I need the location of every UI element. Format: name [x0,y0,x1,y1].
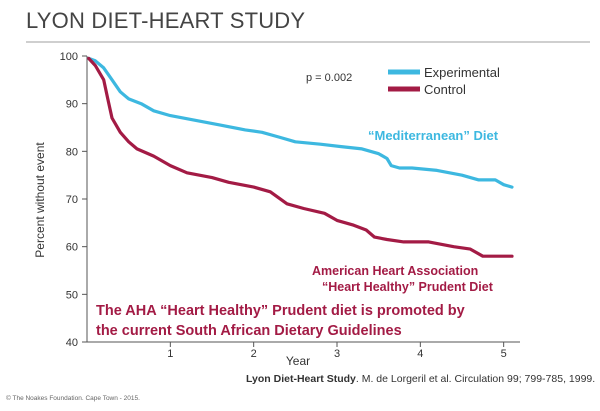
y-tick-label: 80 [66,146,78,158]
aha-annotation-line1: American Heart Association [312,264,478,278]
legend-control-label: Control [424,82,466,97]
x-tick-label: 5 [501,348,507,360]
title-divider [26,41,590,43]
y-tick-label: 90 [66,99,78,111]
series-line-control [87,56,514,258]
x-tick-label: 1 [167,348,173,360]
guideline-note-line1: The AHA “Heart Healthy” Prudent diet is … [96,303,465,319]
guideline-note-line2: the current South African Dietary Guidel… [96,323,402,339]
copyright-notice: © The Noakes Foundation. Cape Town - 201… [6,395,140,402]
series-layer [87,56,514,258]
y-axis-ticks: 40 50 60 70 80 90 100 [60,51,87,349]
y-tick-label: 50 [66,289,78,301]
y-tick-label: 70 [66,194,78,206]
series-line-experimental [87,56,514,189]
y-tick-label: 40 [66,337,78,349]
p-value: p = 0.002 [306,72,352,84]
aha-annotation-line2: “Heart Healthy” Prudent Diet [322,280,494,294]
x-axis-label: Year [286,354,310,368]
y-axis-label: Percent without event [33,142,47,258]
mediterranean-annotation: “Mediterranean” Diet [368,128,499,143]
x-tick-label: 4 [417,348,423,360]
x-tick-label: 2 [251,348,257,360]
y-tick-label: 100 [60,51,78,63]
legend-experimental-label: Experimental [424,65,500,80]
citation-reference: . M. de Lorgeril et al. Circulation 99; … [355,373,596,385]
x-tick-label: 3 [334,348,340,360]
citation: Lyon Diet-Heart Study. M. de Lorgeril et… [246,373,595,385]
x-axis-ticks: 1 2 3 4 5 [167,342,507,360]
y-tick-label: 60 [66,242,78,254]
citation-study-name: Lyon Diet-Heart Study [246,373,356,385]
slide-title: LYON DIET-HEART STUDY [26,8,306,33]
